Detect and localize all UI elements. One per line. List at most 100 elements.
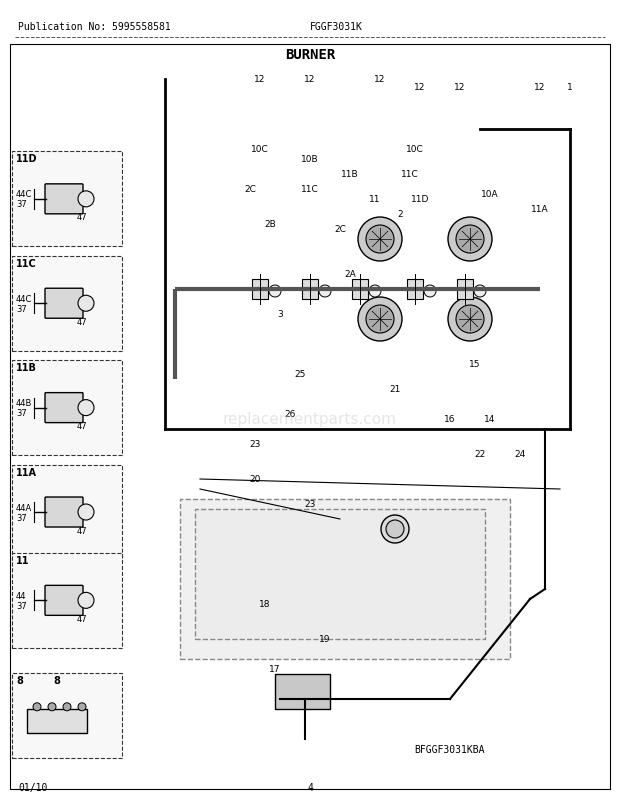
Text: 4: 4 xyxy=(307,782,313,792)
Text: 12: 12 xyxy=(374,75,386,84)
Text: 12: 12 xyxy=(534,83,546,92)
FancyBboxPatch shape xyxy=(12,361,122,456)
Text: 22: 22 xyxy=(474,449,485,459)
Text: 11D: 11D xyxy=(411,195,429,204)
Text: 11C: 11C xyxy=(16,258,37,269)
FancyBboxPatch shape xyxy=(12,674,122,759)
Circle shape xyxy=(358,217,402,261)
Bar xyxy=(352,280,368,300)
Text: 47: 47 xyxy=(77,213,87,222)
Text: 11C: 11C xyxy=(401,170,419,179)
Text: 8: 8 xyxy=(53,675,60,686)
Text: FGGF3031K: FGGF3031K xyxy=(310,22,363,32)
Circle shape xyxy=(33,703,41,711)
Text: Publication No: 5995558581: Publication No: 5995558581 xyxy=(18,22,170,32)
Text: 11A: 11A xyxy=(531,205,549,214)
Text: 26: 26 xyxy=(285,410,296,419)
Text: 01/10: 01/10 xyxy=(18,782,47,792)
Text: 44C: 44C xyxy=(16,294,32,303)
Text: 37: 37 xyxy=(16,200,27,209)
Text: 23: 23 xyxy=(304,500,316,508)
Circle shape xyxy=(381,516,409,543)
Circle shape xyxy=(366,225,394,253)
Circle shape xyxy=(366,306,394,334)
Text: 25: 25 xyxy=(294,370,306,379)
Text: 2: 2 xyxy=(397,210,403,219)
Text: 2A: 2A xyxy=(344,269,356,278)
FancyBboxPatch shape xyxy=(45,393,83,423)
Text: replacementparts.com: replacementparts.com xyxy=(223,412,397,427)
Text: 47: 47 xyxy=(77,318,87,326)
Text: BURNER: BURNER xyxy=(285,48,335,62)
Text: 2B: 2B xyxy=(264,220,276,229)
Bar xyxy=(407,280,423,300)
FancyBboxPatch shape xyxy=(12,152,122,247)
Text: 37: 37 xyxy=(16,304,27,314)
Text: 37: 37 xyxy=(16,512,27,522)
Text: 16: 16 xyxy=(445,415,456,423)
Circle shape xyxy=(48,703,56,711)
Text: 2C: 2C xyxy=(244,184,256,194)
Text: 10B: 10B xyxy=(301,155,319,164)
Text: 24: 24 xyxy=(515,449,526,459)
Circle shape xyxy=(78,400,94,416)
FancyBboxPatch shape xyxy=(45,585,83,616)
Text: 11A: 11A xyxy=(16,467,37,477)
Text: 11D: 11D xyxy=(16,154,37,164)
Circle shape xyxy=(78,296,94,312)
Text: 10A: 10A xyxy=(481,190,499,199)
Circle shape xyxy=(78,593,94,609)
Text: 1: 1 xyxy=(567,83,573,92)
Bar xyxy=(275,674,330,709)
Circle shape xyxy=(78,703,86,711)
Text: 12: 12 xyxy=(414,83,426,92)
Text: 47: 47 xyxy=(77,526,87,535)
FancyBboxPatch shape xyxy=(45,184,83,215)
Text: 11B: 11B xyxy=(341,170,359,179)
Circle shape xyxy=(386,520,404,538)
Text: 47: 47 xyxy=(77,422,87,431)
Text: 12: 12 xyxy=(304,75,316,84)
FancyBboxPatch shape xyxy=(12,465,122,560)
Bar xyxy=(252,280,268,300)
Text: 37: 37 xyxy=(16,408,27,418)
FancyBboxPatch shape xyxy=(12,553,122,648)
Text: 23: 23 xyxy=(249,439,260,448)
Text: 44: 44 xyxy=(16,591,27,600)
Text: 14: 14 xyxy=(484,415,495,423)
Text: 21: 21 xyxy=(389,384,401,394)
Text: 15: 15 xyxy=(469,359,481,369)
Bar xyxy=(302,280,318,300)
Text: 44C: 44C xyxy=(16,190,32,199)
Text: 18: 18 xyxy=(259,599,271,608)
Circle shape xyxy=(456,225,484,253)
Text: 3: 3 xyxy=(277,310,283,318)
Circle shape xyxy=(269,286,281,298)
Circle shape xyxy=(424,286,436,298)
Text: 10C: 10C xyxy=(406,145,424,154)
FancyBboxPatch shape xyxy=(45,289,83,319)
Text: 11: 11 xyxy=(16,555,30,565)
Text: 20: 20 xyxy=(249,475,260,484)
Circle shape xyxy=(78,504,94,520)
Text: 47: 47 xyxy=(77,614,87,623)
Text: 10C: 10C xyxy=(251,145,269,154)
Circle shape xyxy=(474,286,486,298)
Text: 37: 37 xyxy=(16,601,27,610)
Text: 8: 8 xyxy=(16,675,23,686)
Circle shape xyxy=(369,286,381,298)
Text: 2C: 2C xyxy=(334,225,346,233)
Text: 12: 12 xyxy=(454,83,466,92)
Text: 17: 17 xyxy=(269,664,281,673)
Text: 44A: 44A xyxy=(16,503,32,512)
FancyBboxPatch shape xyxy=(12,257,122,351)
Text: 44B: 44B xyxy=(16,399,32,407)
Text: 19: 19 xyxy=(319,634,330,643)
Circle shape xyxy=(448,217,492,261)
Circle shape xyxy=(63,703,71,711)
Circle shape xyxy=(456,306,484,334)
Text: 11C: 11C xyxy=(301,184,319,194)
Bar xyxy=(180,500,510,659)
Bar xyxy=(27,709,87,733)
Text: 11: 11 xyxy=(370,195,381,204)
